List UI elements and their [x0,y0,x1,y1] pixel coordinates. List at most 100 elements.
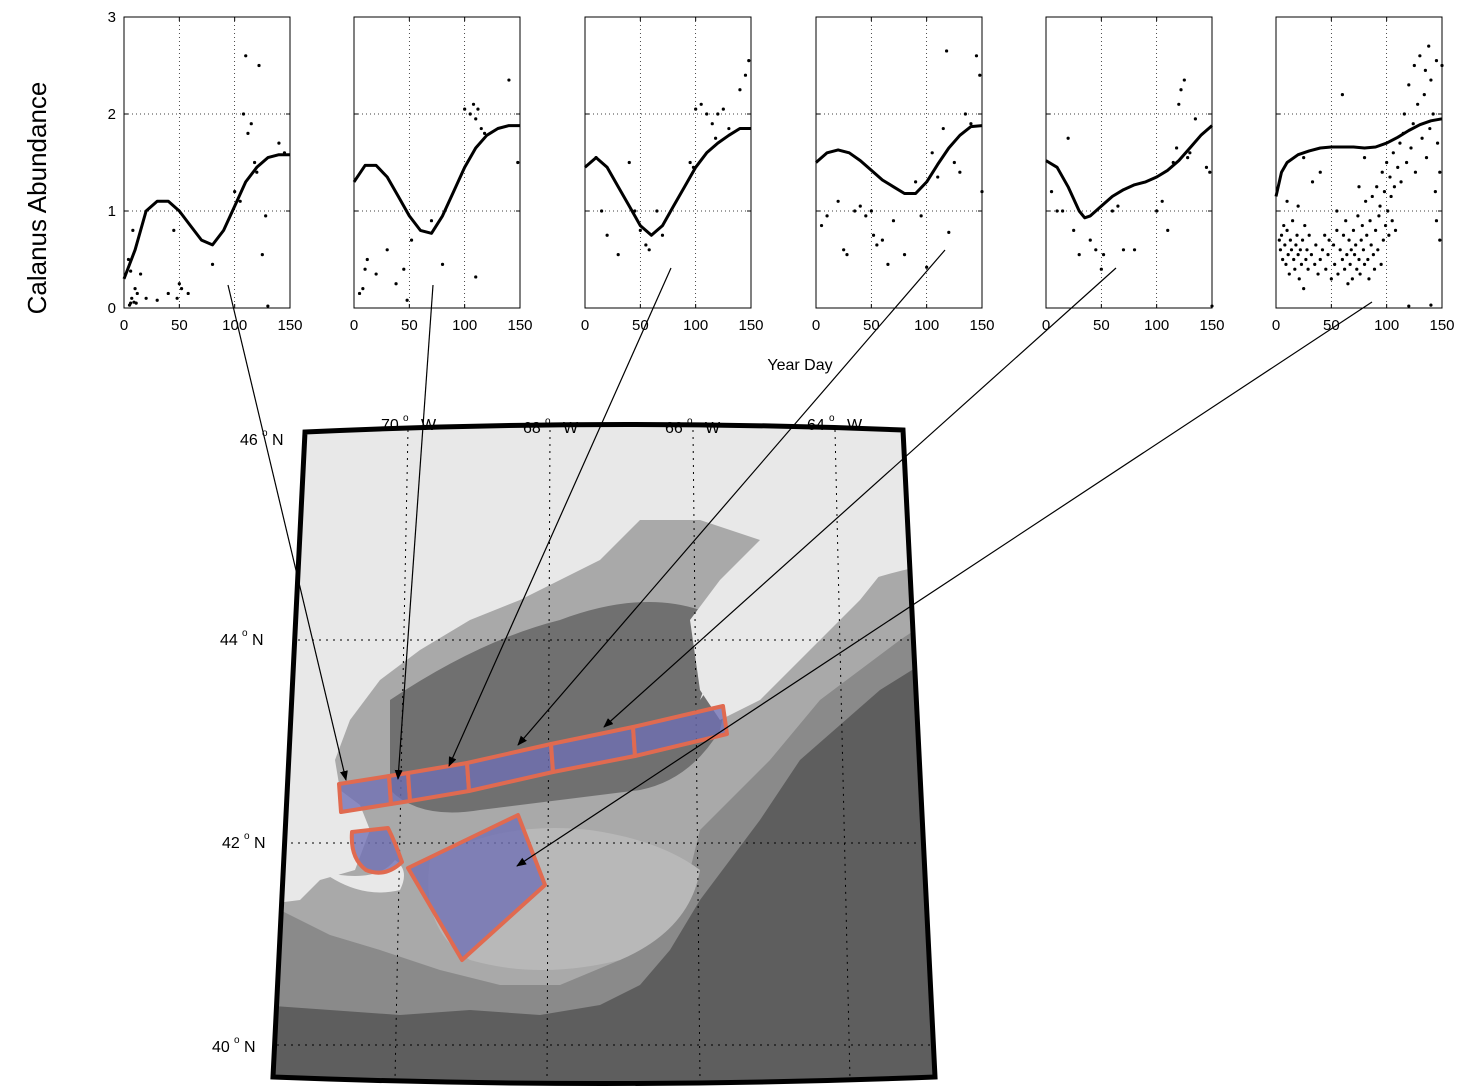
data-point [126,257,131,262]
x-tick-label: 0 [581,317,589,334]
panel-frame [1045,16,1213,309]
data-point [135,291,139,296]
data-point [1340,93,1344,97]
data-point [886,262,890,266]
lon-suffix: W [421,417,437,434]
data-point [144,296,148,300]
data-point [958,170,962,174]
x-tick-label: 0 [350,317,358,334]
x-tick-label: 100 [1144,317,1169,334]
data-point [936,175,940,179]
data-point [357,291,362,296]
data-point [139,272,143,276]
data-point [179,287,184,291]
data-point [1088,238,1092,242]
x-tick-label: 0 [120,317,128,334]
data-point [1431,112,1435,116]
data-point [1413,170,1418,174]
data-point [1318,170,1322,174]
data-point [1341,233,1346,237]
x-tick-label: 50 [1093,317,1110,334]
data-point [699,102,703,106]
degree-symbol: o [829,413,835,424]
data-point [394,282,398,286]
data-point [1327,238,1331,242]
data-point [1366,257,1370,262]
data-point [1423,68,1427,72]
data-point [1399,180,1403,184]
data-point [1372,267,1377,271]
x-tick-label: 100 [452,317,477,334]
data-point [172,228,176,232]
data-point [1285,199,1289,203]
data-point [1116,204,1120,208]
data-point [1407,304,1411,308]
degree-symbol: o [262,428,268,439]
data-point [482,131,487,135]
x-tick-label: 50 [1323,317,1340,334]
region-8 [406,813,547,962]
data-point [1307,233,1311,237]
data-point [1357,185,1361,189]
data-point [1365,233,1369,237]
data-point [129,301,133,305]
data-point [175,296,179,300]
data-point [1429,78,1433,82]
degree-symbol: o [244,831,250,842]
data-point [1208,170,1212,174]
fit-curve [1274,117,1443,197]
data-point [1440,63,1444,68]
degree-symbol: o [234,1035,240,1046]
lat-labels: 46 o N44 o N42 o N40 o N [212,428,284,1056]
data-point [177,282,181,286]
data-point [1359,238,1363,242]
arrow-panel-2 [394,284,434,780]
data-point [880,238,885,242]
x-tick-label: 50 [632,317,649,334]
lat-suffix: N [272,432,284,449]
data-point [130,296,134,300]
data-point [134,301,138,305]
data-point [1182,78,1186,82]
data-point [1358,272,1362,276]
data-point [471,102,476,106]
fit-curve [352,124,520,235]
arrow-panel-4 [517,249,946,746]
data-point [1387,233,1391,237]
data-point [463,107,467,111]
data-point [1298,248,1302,252]
lat-suffix: N [252,632,264,649]
data-point [1412,63,1416,68]
data-point [1303,223,1307,228]
panel-3: 0 50 100 150 [581,16,764,334]
data-point [930,151,934,155]
data-point [858,204,862,208]
data-point [644,243,648,247]
panels-group: 0 50 100 150 0 1 2 3 0 50 100 150 0 50 100 150 0 50 100 150… [108,9,1455,334]
data-point [1429,303,1433,307]
x-tick-label: 100 [914,317,939,334]
data-point [1313,262,1317,266]
data-point [1345,253,1349,257]
data-point [1281,257,1285,262]
data-point [600,209,604,213]
data-point [1428,126,1432,131]
data-point [980,190,984,194]
data-point [1302,287,1306,291]
data-point [1375,185,1379,189]
data-point [1277,238,1281,242]
data-point [1352,253,1357,257]
data-point [1293,267,1297,271]
data-point [1343,267,1347,271]
data-point [836,199,840,203]
data-point [1435,141,1440,145]
data-point [257,63,261,68]
data-point [1318,257,1322,262]
data-point [825,214,829,218]
data-point [1422,93,1426,97]
data-point [738,88,742,92]
data-point [1362,156,1367,160]
data-point [1438,238,1442,242]
data-point [1278,248,1283,252]
